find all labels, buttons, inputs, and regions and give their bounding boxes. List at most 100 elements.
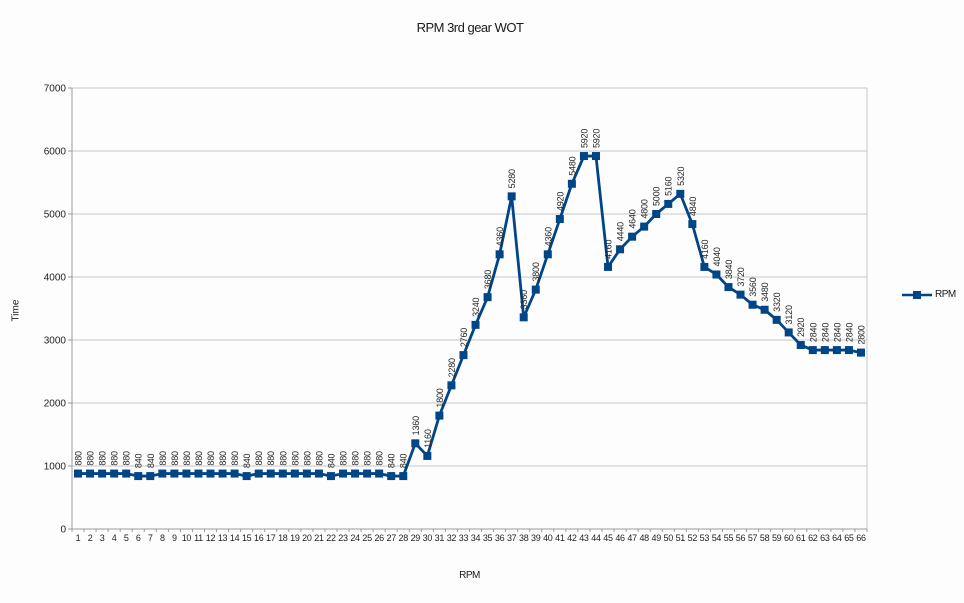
- data-point-label: 3480: [760, 282, 770, 301]
- x-tick-label: 10: [182, 533, 192, 543]
- data-point-marker: [519, 313, 528, 322]
- x-tick-label: 46: [615, 533, 625, 543]
- data-point-marker: [507, 192, 516, 201]
- data-point-label: 2280: [447, 358, 457, 377]
- data-point-label: 880: [74, 451, 84, 466]
- series-line: [76, 154, 863, 478]
- x-tick-label: 61: [796, 533, 806, 543]
- x-tick-label: 14: [230, 533, 240, 543]
- data-point-marker: [471, 320, 480, 329]
- data-point-label: 2920: [796, 318, 806, 337]
- data-point-marker: [170, 469, 179, 478]
- x-tick-label: 18: [278, 533, 288, 543]
- data-point-label: 3360: [519, 290, 529, 309]
- data-point-label: 2800: [856, 325, 866, 344]
- x-tick-label: 64: [832, 533, 842, 543]
- x-tick-label: 34: [471, 533, 481, 543]
- data-point-label: 4640: [628, 209, 638, 228]
- y-axis-title: Time: [10, 299, 22, 322]
- data-point-marker: [628, 232, 637, 241]
- legend: RPM: [902, 289, 956, 300]
- x-tick-label: 57: [748, 533, 758, 543]
- data-point-label: 840: [242, 453, 252, 468]
- x-tick-label: 66: [856, 533, 866, 543]
- data-point-label: 1800: [435, 388, 445, 407]
- data-point-marker: [495, 250, 504, 259]
- x-tick-label: 65: [844, 533, 854, 543]
- data-point-label: 2840: [820, 323, 830, 342]
- data-point-marker: [290, 469, 299, 478]
- data-point-label: 5280: [507, 169, 517, 188]
- data-point-marker: [435, 411, 444, 420]
- data-point-label: 880: [278, 451, 288, 466]
- data-point-marker: [399, 472, 408, 481]
- x-tick-label: 56: [736, 533, 746, 543]
- data-point-marker: [579, 152, 588, 161]
- data-point-label: 4920: [555, 192, 565, 211]
- data-point-label: 880: [314, 451, 324, 466]
- data-point-label: 880: [218, 451, 228, 466]
- data-point-marker: [375, 469, 384, 478]
- data-point-marker: [98, 469, 107, 478]
- x-tick-label: 6: [136, 533, 141, 543]
- data-point-label: 1360: [411, 416, 421, 435]
- data-point-label: 880: [182, 451, 192, 466]
- data-point-label: 840: [134, 453, 144, 468]
- data-point-label: 5480: [567, 156, 577, 175]
- data-point-marker: [700, 262, 709, 271]
- x-tick-label: 43: [579, 533, 589, 543]
- data-point-marker: [459, 351, 468, 360]
- data-point-label: 4040: [712, 247, 722, 266]
- x-tick-label: 32: [447, 533, 457, 543]
- x-tick-label: 24: [350, 533, 360, 543]
- data-point-label: 2760: [459, 328, 469, 347]
- data-point-label: 3560: [748, 277, 758, 296]
- data-point-label: 880: [86, 451, 96, 466]
- x-tick-label: 55: [724, 533, 734, 543]
- data-point-marker: [796, 341, 805, 350]
- data-point-marker: [314, 469, 323, 478]
- x-tick-label: 26: [374, 533, 384, 543]
- x-tick-label: 17: [266, 533, 276, 543]
- data-point-label: 1160: [423, 429, 433, 448]
- x-tick-label: 9: [172, 533, 177, 543]
- data-point-label: 3840: [724, 260, 734, 279]
- x-tick-label: 25: [362, 533, 372, 543]
- data-point-label: 880: [98, 451, 108, 466]
- x-tick-label: 29: [411, 533, 421, 543]
- data-point-label: 5160: [664, 177, 674, 196]
- data-point-marker: [86, 469, 95, 478]
- data-point-label: 880: [254, 451, 264, 466]
- data-point-marker: [604, 262, 613, 271]
- data-point-label: 880: [363, 451, 373, 466]
- x-tick-label: 20: [302, 533, 312, 543]
- data-point-marker: [218, 469, 227, 478]
- x-tick-label: 54: [712, 533, 722, 543]
- data-point-label: 840: [387, 453, 397, 468]
- data-point-marker: [724, 283, 733, 292]
- data-point-label: 2840: [832, 323, 842, 342]
- data-point-label: 840: [146, 453, 156, 468]
- x-tick-label: 38: [519, 533, 529, 543]
- x-tick-label: 11: [194, 533, 203, 543]
- x-tick-label: 36: [495, 533, 505, 543]
- x-tick-label: 53: [700, 533, 710, 543]
- x-tick-label: 21: [314, 533, 324, 543]
- chart-title: RPM 3rd gear WOT: [416, 20, 524, 35]
- data-point-marker: [748, 300, 757, 309]
- data-point-marker: [110, 469, 119, 478]
- data-point-marker: [182, 469, 191, 478]
- data-point-marker: [351, 469, 360, 478]
- data-point-label: 4440: [616, 222, 626, 241]
- data-point-marker: [230, 469, 239, 478]
- y-tick-label: 7000: [44, 84, 67, 95]
- data-point-marker: [820, 346, 829, 355]
- data-point-label: 880: [230, 451, 240, 466]
- data-point-label: 4160: [700, 240, 710, 259]
- data-point-marker: [652, 210, 661, 218]
- data-point-label: 840: [326, 453, 336, 468]
- data-point-marker: [531, 285, 540, 294]
- data-point-marker: [423, 451, 432, 460]
- x-tick-label: 16: [254, 533, 264, 543]
